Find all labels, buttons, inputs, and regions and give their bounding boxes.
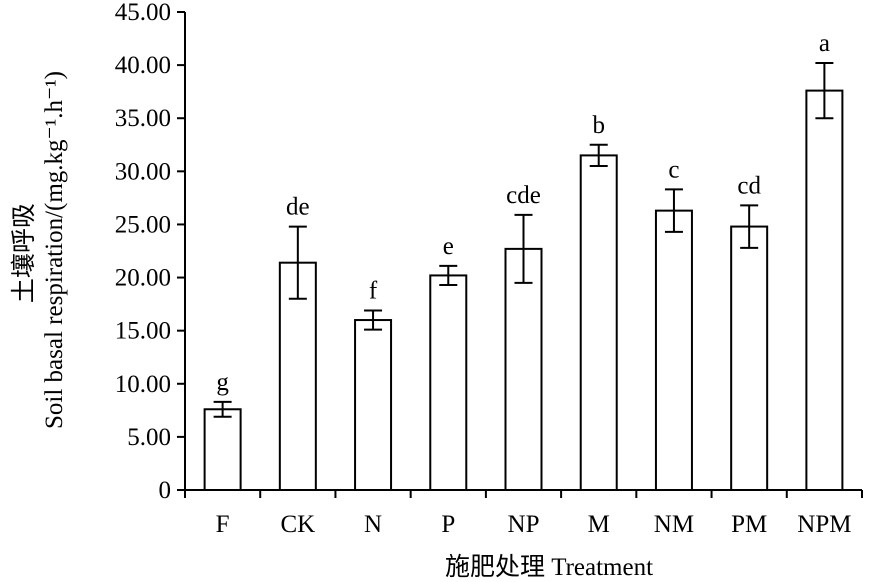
- significance-label: a: [819, 30, 830, 57]
- y-tick-label: 25.00: [115, 211, 171, 238]
- x-tick-label: CK: [280, 511, 315, 538]
- bar-m: [579, 154, 618, 491]
- bar-f: [203, 408, 242, 492]
- y-tick-label: 30.00: [115, 158, 171, 185]
- bar-nm: [654, 209, 693, 491]
- y-axis-title-en: Soil basal respiration: [41, 217, 68, 429]
- y-tick-label: 40.00: [115, 52, 171, 79]
- x-tick-label: N: [364, 511, 382, 538]
- x-axis-title: 施肥处理 Treatment: [445, 553, 653, 581]
- error-bars: [213, 61, 834, 418]
- bar-npm: [805, 89, 844, 492]
- bar-p: [429, 274, 468, 492]
- bar-ck: [278, 261, 317, 491]
- significance-label: cde: [506, 182, 541, 209]
- significance-label: e: [443, 233, 454, 260]
- bar-n: [354, 319, 393, 491]
- significance-label: c: [668, 156, 679, 183]
- x-axis: F CK N P NP M NM PM NPM: [184, 489, 863, 538]
- x-tick-label: P: [441, 511, 455, 538]
- x-tick-label: M: [588, 511, 610, 538]
- bars: [203, 89, 844, 492]
- y-tick-label: 15.00: [115, 318, 171, 345]
- y-axis: 0 5.00 10.00 15.00 20.00 25.00 30.00 35.00 40.00…: [115, 0, 186, 504]
- bar-pm: [730, 225, 769, 492]
- significance-letters: g de f e cde b c cd a: [216, 30, 830, 396]
- significance-label: g: [216, 369, 229, 396]
- y-axis-title: 土壤呼吸 Soil basal respiration/(mg.kg⁻¹.h⁻¹…: [10, 71, 68, 429]
- significance-label: b: [592, 112, 605, 139]
- bar-np: [504, 247, 543, 491]
- y-tick-label: 35.00: [115, 105, 171, 132]
- x-tick-label: NP: [508, 511, 540, 538]
- y-tick-label: 0: [159, 477, 172, 504]
- significance-label: de: [286, 194, 310, 221]
- x-tick-label: PM: [731, 511, 767, 538]
- y-tick-label: 5.00: [127, 424, 171, 451]
- x-tick-label: F: [216, 511, 230, 538]
- y-axis-title-cn: 土壤呼吸: [10, 203, 38, 303]
- significance-label: cd: [737, 172, 761, 199]
- significance-label: f: [369, 277, 378, 304]
- x-tick-label: NM: [654, 511, 694, 538]
- y-tick-label: 20.00: [115, 265, 171, 292]
- y-tick-label: 10.00: [115, 371, 171, 398]
- y-axis-title-unit: /(mg.kg⁻¹.h⁻¹): [41, 71, 68, 218]
- y-tick-label: 45.00: [115, 0, 171, 26]
- x-tick-label: NPM: [797, 511, 851, 538]
